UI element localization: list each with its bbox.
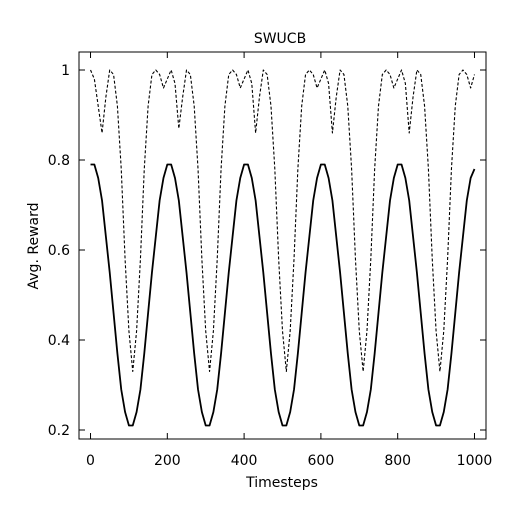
plot-lines (90, 69, 476, 427)
y-tick-label: 0.6 (48, 243, 70, 259)
x-axis: 0 200 400 600 800 1000 (86, 52, 492, 469)
y-tick-label: 0.8 (48, 153, 70, 169)
chart-title: SWUCB (254, 31, 306, 47)
x-tick-label: 400 (231, 453, 258, 469)
y-tick-label: 1 (61, 63, 70, 79)
x-tick-label: 200 (154, 453, 181, 469)
series-line-1 (90, 163, 476, 427)
x-tick-label: 1000 (457, 453, 493, 469)
x-tick-label: 0 (86, 453, 95, 469)
y-axis: 0.2 0.4 0.6 0.8 1 (48, 63, 486, 439)
plot-frame (78, 51, 487, 440)
y-axis-label: Avg. Reward (26, 203, 42, 290)
x-axis-label: Timesteps (245, 475, 318, 491)
y-tick-label: 0.4 (48, 333, 70, 349)
y-tick-label: 0.2 (48, 423, 70, 439)
x-tick-label: 600 (308, 453, 335, 469)
x-tick-label: 800 (384, 453, 411, 469)
